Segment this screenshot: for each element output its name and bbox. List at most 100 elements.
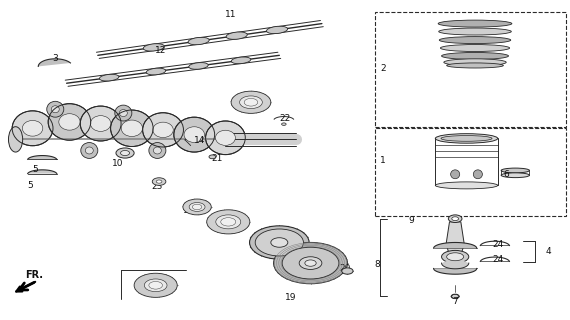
Text: 15: 15 xyxy=(259,243,271,252)
Ellipse shape xyxy=(174,117,215,152)
Ellipse shape xyxy=(435,134,498,143)
Ellipse shape xyxy=(192,204,202,210)
Ellipse shape xyxy=(501,173,530,178)
Ellipse shape xyxy=(299,257,322,269)
Ellipse shape xyxy=(153,147,161,154)
Ellipse shape xyxy=(449,215,462,222)
Polygon shape xyxy=(38,59,71,67)
Ellipse shape xyxy=(438,20,512,27)
Ellipse shape xyxy=(215,130,235,145)
Ellipse shape xyxy=(447,63,503,68)
Ellipse shape xyxy=(244,99,258,106)
Ellipse shape xyxy=(144,279,167,292)
Text: 5: 5 xyxy=(27,181,32,190)
Ellipse shape xyxy=(226,32,247,39)
Ellipse shape xyxy=(59,114,80,130)
Ellipse shape xyxy=(188,37,209,45)
Ellipse shape xyxy=(209,155,216,159)
Text: 10: 10 xyxy=(112,159,124,168)
Ellipse shape xyxy=(116,148,134,158)
Ellipse shape xyxy=(231,57,251,64)
Ellipse shape xyxy=(142,113,184,147)
Text: FR.: FR. xyxy=(25,270,43,280)
Text: 3: 3 xyxy=(52,54,58,63)
Ellipse shape xyxy=(501,168,530,173)
Ellipse shape xyxy=(282,247,339,279)
Text: 12: 12 xyxy=(154,46,166,55)
Ellipse shape xyxy=(342,268,353,274)
Ellipse shape xyxy=(51,106,59,113)
Ellipse shape xyxy=(473,170,482,179)
Ellipse shape xyxy=(121,120,142,137)
Ellipse shape xyxy=(442,52,508,60)
Text: 11: 11 xyxy=(226,10,237,19)
Ellipse shape xyxy=(146,68,166,75)
Ellipse shape xyxy=(231,91,271,113)
Ellipse shape xyxy=(250,226,309,259)
Ellipse shape xyxy=(99,74,119,81)
Text: 16: 16 xyxy=(210,219,222,228)
Ellipse shape xyxy=(156,180,162,183)
Ellipse shape xyxy=(255,229,303,256)
Ellipse shape xyxy=(115,105,132,121)
Text: 13: 13 xyxy=(237,99,249,108)
Text: 8: 8 xyxy=(374,260,380,269)
Ellipse shape xyxy=(439,36,511,44)
Ellipse shape xyxy=(80,106,121,141)
Ellipse shape xyxy=(81,142,98,158)
Ellipse shape xyxy=(12,111,53,146)
Ellipse shape xyxy=(153,122,173,138)
Ellipse shape xyxy=(452,217,459,220)
Ellipse shape xyxy=(444,59,506,66)
Ellipse shape xyxy=(447,253,463,261)
Text: 24: 24 xyxy=(492,255,503,264)
Ellipse shape xyxy=(267,26,288,34)
Ellipse shape xyxy=(439,28,511,35)
Ellipse shape xyxy=(22,120,43,136)
Text: 1: 1 xyxy=(380,156,386,164)
Text: 4: 4 xyxy=(546,247,552,257)
Polygon shape xyxy=(434,243,477,248)
Text: 9: 9 xyxy=(409,216,414,225)
Ellipse shape xyxy=(451,170,459,179)
Text: 18: 18 xyxy=(183,206,194,215)
Text: 21: 21 xyxy=(211,154,223,163)
Text: 2: 2 xyxy=(380,63,386,73)
Text: 20: 20 xyxy=(339,264,350,273)
Ellipse shape xyxy=(48,104,91,140)
Text: 19: 19 xyxy=(285,292,296,301)
Text: 7: 7 xyxy=(453,297,458,306)
Ellipse shape xyxy=(47,101,64,117)
Ellipse shape xyxy=(120,150,129,156)
Ellipse shape xyxy=(91,116,111,132)
Ellipse shape xyxy=(119,109,127,116)
Ellipse shape xyxy=(305,260,316,266)
Ellipse shape xyxy=(111,110,153,147)
Ellipse shape xyxy=(274,243,347,284)
Polygon shape xyxy=(28,156,57,159)
Text: 6: 6 xyxy=(503,170,509,179)
Ellipse shape xyxy=(207,210,250,234)
Polygon shape xyxy=(442,257,469,269)
Polygon shape xyxy=(446,222,464,255)
Ellipse shape xyxy=(442,251,469,263)
Polygon shape xyxy=(434,268,477,274)
Text: 23: 23 xyxy=(152,182,163,191)
Ellipse shape xyxy=(9,127,23,152)
Ellipse shape xyxy=(149,142,166,158)
Ellipse shape xyxy=(134,273,177,297)
Text: 22: 22 xyxy=(279,114,291,123)
Ellipse shape xyxy=(149,282,162,289)
Ellipse shape xyxy=(282,123,286,125)
Ellipse shape xyxy=(435,182,498,189)
Ellipse shape xyxy=(152,178,166,185)
Ellipse shape xyxy=(441,44,510,52)
Text: 5: 5 xyxy=(32,165,38,174)
Ellipse shape xyxy=(239,96,262,108)
Ellipse shape xyxy=(184,127,205,142)
Ellipse shape xyxy=(451,294,459,299)
Bar xyxy=(374,12,566,127)
Ellipse shape xyxy=(271,238,288,247)
Text: 24: 24 xyxy=(492,240,503,249)
Ellipse shape xyxy=(216,215,241,229)
